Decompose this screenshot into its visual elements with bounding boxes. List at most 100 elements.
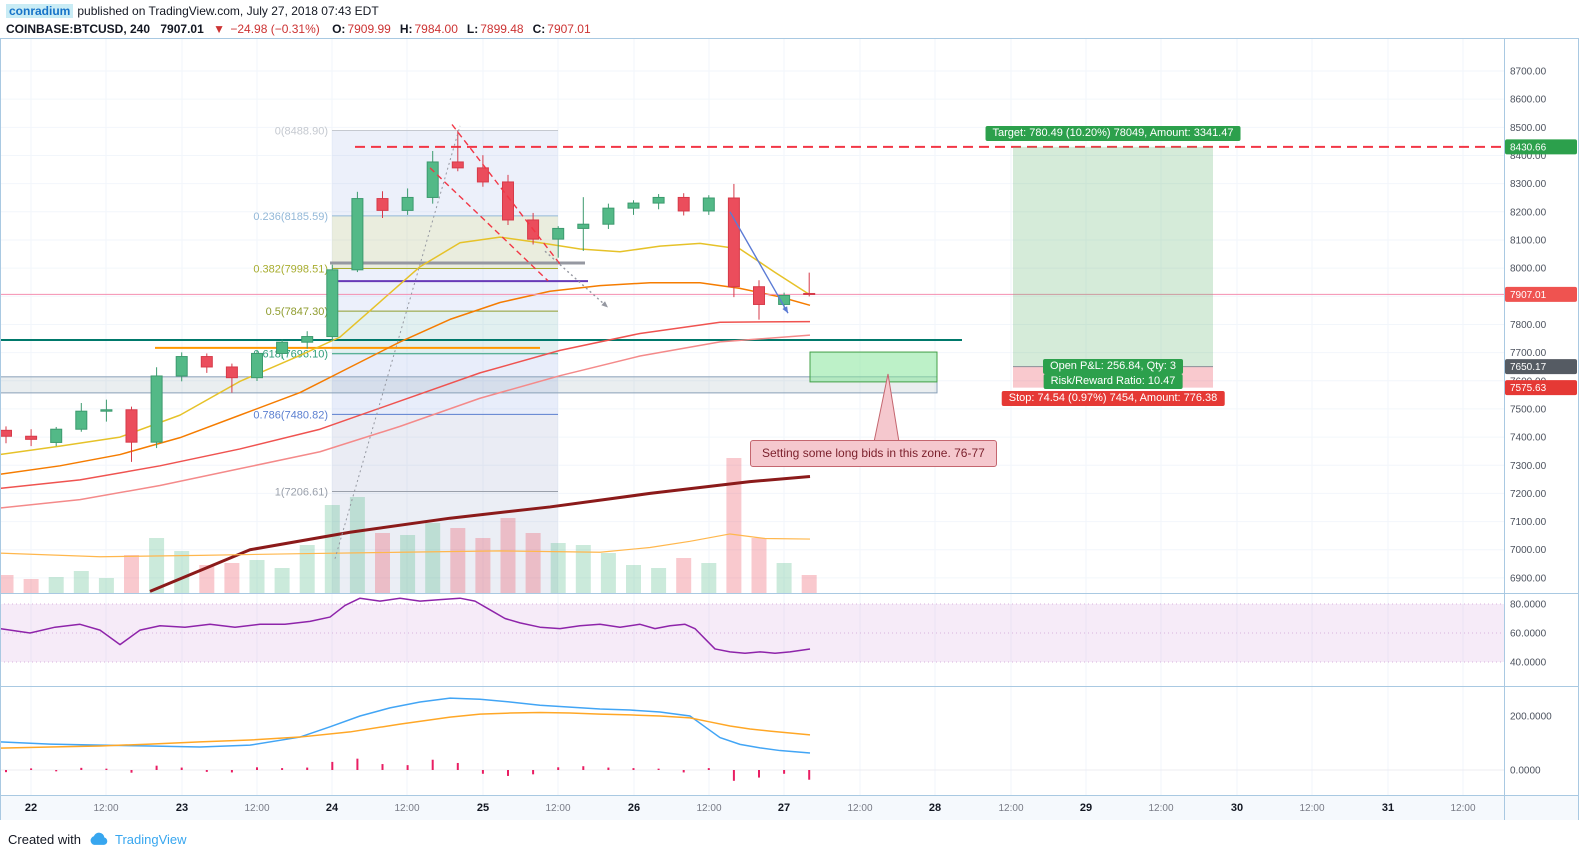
osc-histogram-bar — [808, 770, 811, 780]
candle — [251, 352, 263, 379]
price-badge — [1505, 139, 1577, 155]
ohlc-label: H: — [399, 22, 413, 36]
candle — [577, 223, 590, 229]
price-badge-label: 7650.17 — [1510, 362, 1547, 373]
osc-histogram-bar — [532, 770, 535, 775]
candle — [778, 294, 791, 305]
candle — [426, 161, 439, 198]
target-label[interactable]: Target: 780.49 (10.20%) 78049, Amount: 3… — [985, 125, 1241, 141]
osc-histogram-bar — [582, 766, 585, 770]
note-callout[interactable]: Setting some long bids in this zone. 76-… — [750, 440, 997, 467]
ohlc-label: L: — [466, 22, 479, 36]
symbol-bar: COINBASE:BTCUSD, 240 7907.01 ▼ −24.98 (−… — [6, 20, 1579, 38]
gray-dotted-arrow — [544, 250, 609, 309]
osc-histogram-bar — [30, 768, 33, 770]
osc-histogram-bar — [557, 767, 560, 770]
volume-bar — [475, 538, 491, 593]
fib-retracement-tool[interactable]: 0(8488.90) 0.236(8185.59) 0.382(7998.51) 0.… — [253, 125, 558, 593]
author-link[interactable]: conradium — [6, 4, 74, 18]
support-zone-band[interactable] — [0, 376, 938, 394]
volume-bar — [199, 565, 215, 593]
volume-bar — [676, 558, 692, 593]
long-position-tool[interactable] — [1013, 146, 1213, 388]
osc-histogram-bar — [356, 758, 359, 770]
osc-histogram-bar — [180, 767, 183, 770]
volume-bar — [0, 575, 14, 593]
horizontal-lines[interactable] — [0, 261, 962, 349]
osc-histogram-bar — [105, 768, 108, 770]
volume-bar — [450, 528, 466, 593]
candle — [401, 196, 414, 211]
price-tick-label: 8600.00 — [1510, 95, 1547, 106]
time-axis-label: 23 — [176, 802, 188, 814]
time-axis[interactable]: 22 12:00 23 12:00 24 12:00 25 12:00 26 12:00 27 12:… — [0, 795, 1579, 820]
ohlc-value: 7909.99 — [347, 22, 391, 36]
candle — [476, 167, 489, 183]
osc-histogram-bar — [481, 770, 484, 774]
volume-bar — [224, 563, 240, 593]
price-tick-label: 7800.00 — [1510, 320, 1547, 331]
candle — [602, 207, 615, 225]
price-tick-label: 8200.00 — [1510, 207, 1547, 218]
osc-tick-label: 0.0000 — [1510, 766, 1541, 777]
osc-histogram-bar — [682, 770, 685, 773]
volume-bar — [400, 535, 416, 593]
candle — [75, 410, 88, 430]
osc-histogram-bar — [783, 770, 786, 774]
symbol-title[interactable]: COINBASE:BTCUSD, 240 — [6, 22, 151, 36]
time-axis-label: 12:00 — [244, 803, 269, 814]
price-badge — [1505, 359, 1577, 375]
ohlc-label: C: — [532, 22, 546, 36]
volume-bar — [801, 575, 817, 593]
bid-zone-box[interactable] — [809, 351, 938, 383]
osc-orange-line — [0, 711, 811, 749]
stop-label[interactable]: Stop: 74.54 (0.97%) 7454, Amount: 776.38 — [1001, 390, 1225, 406]
candle — [200, 356, 213, 368]
ma-yellow — [0, 236, 811, 456]
price-badge-label: 8430.66 — [1510, 142, 1547, 153]
osc-histogram-bar — [5, 770, 7, 773]
volume-bar — [48, 577, 64, 593]
created-with-text: Created with — [8, 831, 81, 847]
candle — [727, 197, 740, 288]
price-badge-label: 7575.63 — [1510, 383, 1547, 394]
gridlines — [0, 39, 1504, 795]
fib-level-label: 0.382(7998.51) — [253, 264, 328, 276]
osc-histogram-bar — [657, 768, 660, 770]
price-tick-label: 8700.00 — [1510, 67, 1547, 78]
ohlc-value: 7907.01 — [547, 22, 591, 36]
volume-bar — [124, 555, 139, 593]
candle — [702, 197, 715, 212]
time-axis-label: 26 — [628, 802, 640, 814]
osc-histogram-bar — [507, 770, 509, 776]
volume-bar — [98, 578, 114, 593]
annotations[interactable] — [334, 124, 938, 559]
volume-bar — [299, 545, 315, 593]
price-badge — [1505, 380, 1577, 396]
red-dashed-channel-line — [429, 167, 549, 282]
volume-bar — [626, 565, 641, 593]
osc-histogram-bar — [55, 770, 58, 772]
risk-reward-label[interactable]: Risk/Reward Ratio: 10.47 — [1043, 373, 1183, 389]
time-axis-label: 12:00 — [545, 803, 570, 814]
price-scale[interactable]: 8700.00 8600.00 8500.00 8400.00 8300.00 8200.… — [1505, 67, 1577, 777]
tradingview-link[interactable]: TradingView — [88, 830, 187, 848]
candle — [100, 409, 113, 412]
tradingview-brand-text: TradingView — [114, 831, 187, 847]
candle — [326, 269, 339, 338]
osc-histogram-bar — [155, 765, 158, 770]
osc-histogram-bar — [732, 770, 735, 781]
osc-histogram-bar — [80, 767, 83, 770]
volume-bar — [600, 553, 616, 593]
tradingview-cloud-logo-icon — [90, 832, 108, 845]
candle — [627, 202, 640, 209]
ohlc-label: O: — [332, 22, 346, 36]
osc-histogram-bar — [456, 762, 459, 770]
osc-histogram-bar — [230, 770, 233, 773]
open-pnl-label[interactable]: Open P&L: 256.84, Qty: 3 — [1043, 358, 1183, 374]
candles-layer — [0, 130, 816, 462]
time-axis-label: 12:00 — [847, 803, 872, 814]
rsi-tick-label: 60.0000 — [1510, 629, 1547, 640]
